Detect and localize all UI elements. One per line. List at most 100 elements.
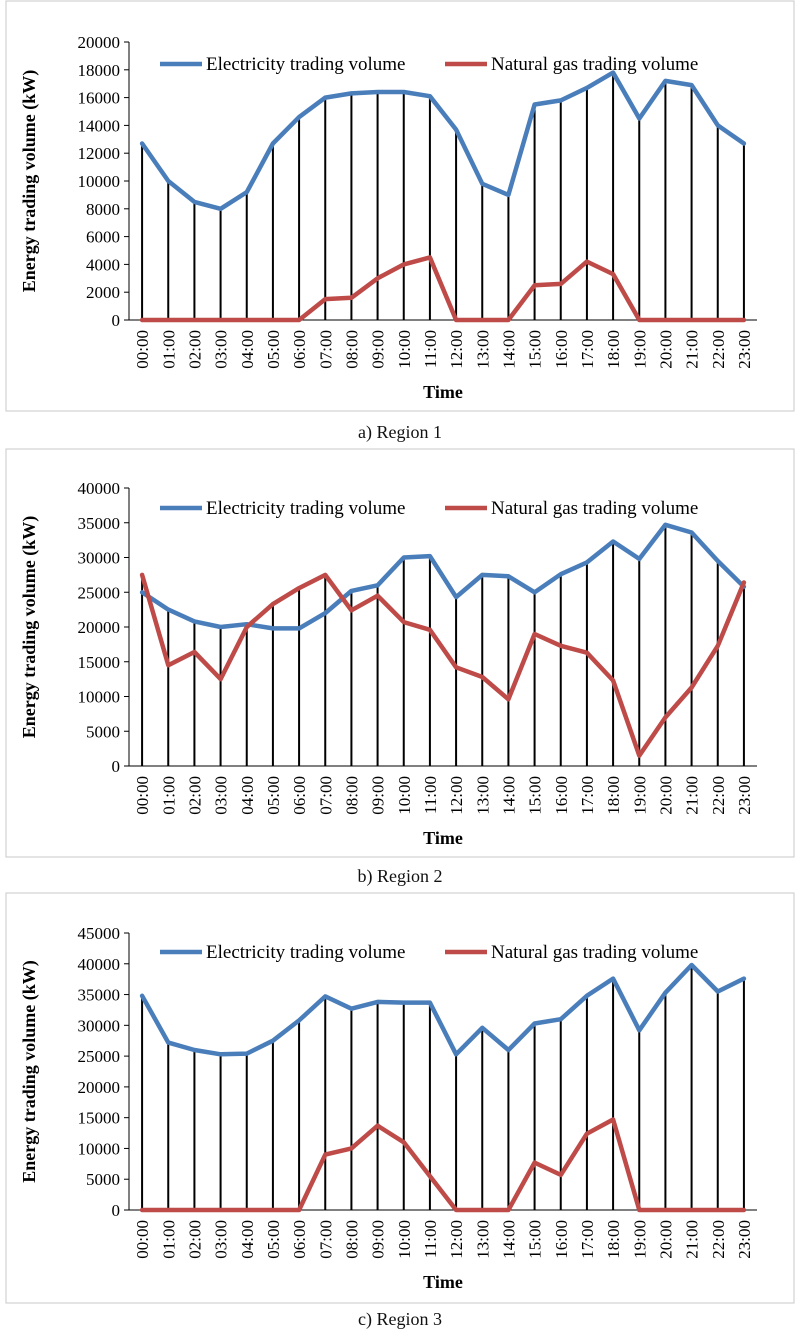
x-tick-label: 00:00 <box>133 1220 152 1259</box>
x-tick-label: 14:00 <box>499 776 518 815</box>
y-tick-label: 0 <box>112 757 121 776</box>
series-line-natural-gas <box>139 572 747 758</box>
x-tick-label: 02:00 <box>185 330 204 369</box>
x-tick-label: 16:00 <box>552 1220 571 1259</box>
y-tick-label: 2000 <box>86 283 120 302</box>
series-line-electricity <box>139 962 747 1057</box>
y-tick-label: 5000 <box>86 1170 120 1189</box>
x-axis-title: Time <box>423 828 463 848</box>
x-tick-label: 13:00 <box>473 776 492 815</box>
x-tick-label: 22:00 <box>709 776 728 815</box>
x-tick-label: 13:00 <box>473 330 492 369</box>
x-tick-label: 19:00 <box>630 1220 649 1259</box>
x-tick-label: 06:00 <box>290 1220 309 1259</box>
x-axis-title: Time <box>423 1272 463 1292</box>
x-tick-label: 01:00 <box>159 776 178 815</box>
x-tick-label: 00:00 <box>133 776 152 815</box>
series-line-natural-gas <box>139 1117 747 1213</box>
x-tick-label: 21:00 <box>683 330 702 369</box>
x-tick-label: 03:00 <box>212 776 231 815</box>
chart-panel-region-2: 0 5000 10000 15000 20000 25000 30000 35000 40000… <box>5 448 795 858</box>
x-tick-label: 11:00 <box>421 1220 440 1258</box>
y-axis-title: Energy trading volume (kW) <box>19 516 40 739</box>
y-tick-label: 25000 <box>78 1047 121 1066</box>
x-tick-label: 22:00 <box>709 1220 728 1259</box>
x-tick-label: 15:00 <box>526 776 545 815</box>
x-tick-label: 15:00 <box>526 330 545 369</box>
x-tick-label: 11:00 <box>421 776 440 814</box>
legend-label-natural-gas: Natural gas trading volume <box>491 942 698 963</box>
x-tick-label: 03:00 <box>212 330 231 369</box>
legend-label-natural-gas: Natural gas trading volume <box>491 498 698 519</box>
x-tick-label: 18:00 <box>604 1220 623 1259</box>
x-tick-label: 03:00 <box>212 1220 231 1259</box>
x-tick-label: 04:00 <box>238 776 257 815</box>
x-tick-label: 00:00 <box>133 330 152 369</box>
x-tick-label: 19:00 <box>630 330 649 369</box>
y-tick-label: 10000 <box>78 172 121 191</box>
x-tick-label: 23:00 <box>735 776 754 815</box>
x-tick-label: 08:00 <box>342 776 361 815</box>
x-tick-label: 21:00 <box>683 1220 702 1259</box>
x-tick-label: 02:00 <box>185 776 204 815</box>
x-tick-label: 18:00 <box>604 776 623 815</box>
x-tick-label: 20:00 <box>656 330 675 369</box>
y-tick-label: 20000 <box>78 1078 121 1097</box>
x-tick-label: 10:00 <box>395 776 414 815</box>
y-tick-label: 10000 <box>78 688 121 707</box>
chart-caption-region-2: b) Region 2 <box>357 866 443 886</box>
y-tick-label: 10000 <box>78 1139 121 1158</box>
y-tick-label: 15000 <box>78 653 121 672</box>
series-line-natural-gas <box>139 255 747 323</box>
y-tick-label: 4000 <box>86 255 120 274</box>
x-tick-label: 17:00 <box>578 1220 597 1259</box>
x-tick-label: 12:00 <box>447 776 466 815</box>
x-tick-label: 04:00 <box>238 1220 257 1259</box>
x-tick-label: 18:00 <box>604 330 623 369</box>
y-tick-label: 16000 <box>78 89 121 108</box>
x-tick-label: 10:00 <box>395 330 414 369</box>
y-tick-label: 20000 <box>78 33 121 52</box>
y-tick-label: 25000 <box>78 583 121 602</box>
x-tick-label: 08:00 <box>342 330 361 369</box>
x-tick-label: 14:00 <box>499 1220 518 1259</box>
x-tick-label: 23:00 <box>735 330 754 369</box>
x-tick-label: 08:00 <box>342 1220 361 1259</box>
x-tick-label: 07:00 <box>316 1220 335 1259</box>
y-tick-label: 14000 <box>78 116 121 135</box>
y-tick-label: 0 <box>112 311 121 330</box>
y-tick-label: 30000 <box>78 1016 121 1035</box>
y-tick-label: 12000 <box>78 144 121 163</box>
x-tick-label: 05:00 <box>264 330 283 369</box>
x-tick-label: 10:00 <box>395 1220 414 1259</box>
x-axis-title: Time <box>423 382 463 402</box>
y-tick-label: 15000 <box>78 1109 121 1128</box>
y-tick-label: 20000 <box>78 618 121 637</box>
series-line-electricity <box>139 70 747 212</box>
x-tick-label: 05:00 <box>264 776 283 815</box>
x-tick-label: 17:00 <box>578 776 597 815</box>
chart-region-1: 0 2000 4000 6000 8000 10000 12000 14000 16000 180… <box>5 0 795 412</box>
x-tick-label: 02:00 <box>185 1220 204 1259</box>
x-tick-label: 20:00 <box>656 776 675 815</box>
legend-label-electricity: Electricity trading volume <box>206 54 405 75</box>
x-tick-label: 17:00 <box>578 330 597 369</box>
chart-panel-region-1: 0 2000 4000 6000 8000 10000 12000 14000 16000 180… <box>5 0 795 412</box>
x-tick-label: 19:00 <box>630 776 649 815</box>
x-tick-label: 20:00 <box>656 1220 675 1259</box>
series-line-electricity <box>139 522 747 631</box>
y-tick-label: 40000 <box>78 955 121 974</box>
x-tick-label: 01:00 <box>159 330 178 369</box>
legend-label-natural-gas: Natural gas trading volume <box>491 54 698 75</box>
y-tick-label: 6000 <box>86 228 120 247</box>
x-tick-label: 05:00 <box>264 1220 283 1259</box>
y-tick-label: 30000 <box>78 549 121 568</box>
x-tick-label: 07:00 <box>316 330 335 369</box>
x-tick-label: 12:00 <box>447 1220 466 1259</box>
chart-frame <box>5 448 795 858</box>
y-tick-label: 8000 <box>86 200 120 219</box>
y-tick-label: 35000 <box>78 514 121 533</box>
legend-label-electricity: Electricity trading volume <box>206 942 405 963</box>
chart-caption-region-1: a) Region 1 <box>358 422 442 442</box>
x-tick-label: 11:00 <box>421 330 440 368</box>
